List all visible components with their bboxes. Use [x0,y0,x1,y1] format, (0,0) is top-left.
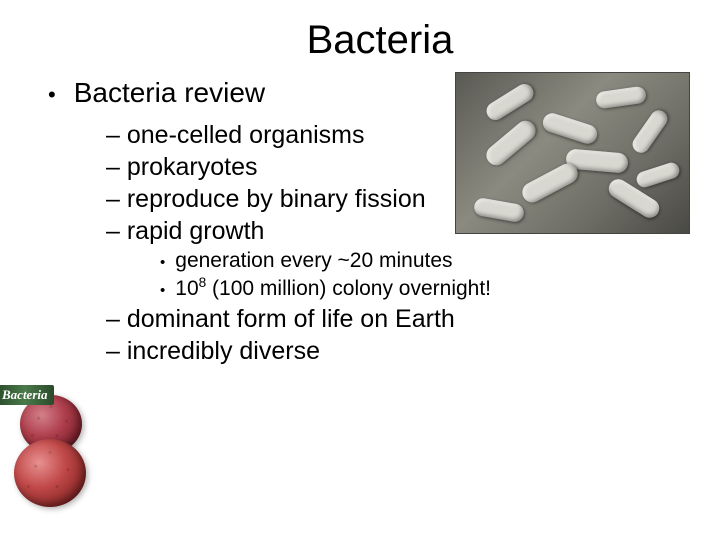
sub1-1: prokaryotes [127,153,258,181]
sub2-post: (100 million) colony overnight! [206,277,491,300]
bullet-1-text: Bacteria review [74,77,265,109]
sub1b-1: incredibly diverse [127,337,320,365]
bacteria-cell-lower [14,439,86,507]
sub2-line1: generation every ~20 minutes [175,249,452,272]
bacteria-label: Bacteria [0,385,54,405]
bullet-level-3: •generation every ~20 minutes [48,247,720,274]
bullet-level-2: – incredibly diverse [48,335,720,368]
micrograph-image [455,72,690,234]
bacteria-cells-image: Bacteria [0,371,94,506]
sub1-0: one-celled organisms [127,121,365,149]
bullet-level-2: – dominant form of life on Earth [48,303,720,336]
sub1-2: reproduce by binary fission [127,185,426,213]
sub2-pre: 10 [175,277,198,300]
sub1-3: rapid growth [127,217,265,245]
bullet-dot: • [48,84,56,106]
slide-title: Bacteria [0,0,720,77]
sub1b-0: dominant form of life on Earth [127,305,455,333]
bullet-level-3: •108 (100 million) colony overnight! [48,274,720,302]
